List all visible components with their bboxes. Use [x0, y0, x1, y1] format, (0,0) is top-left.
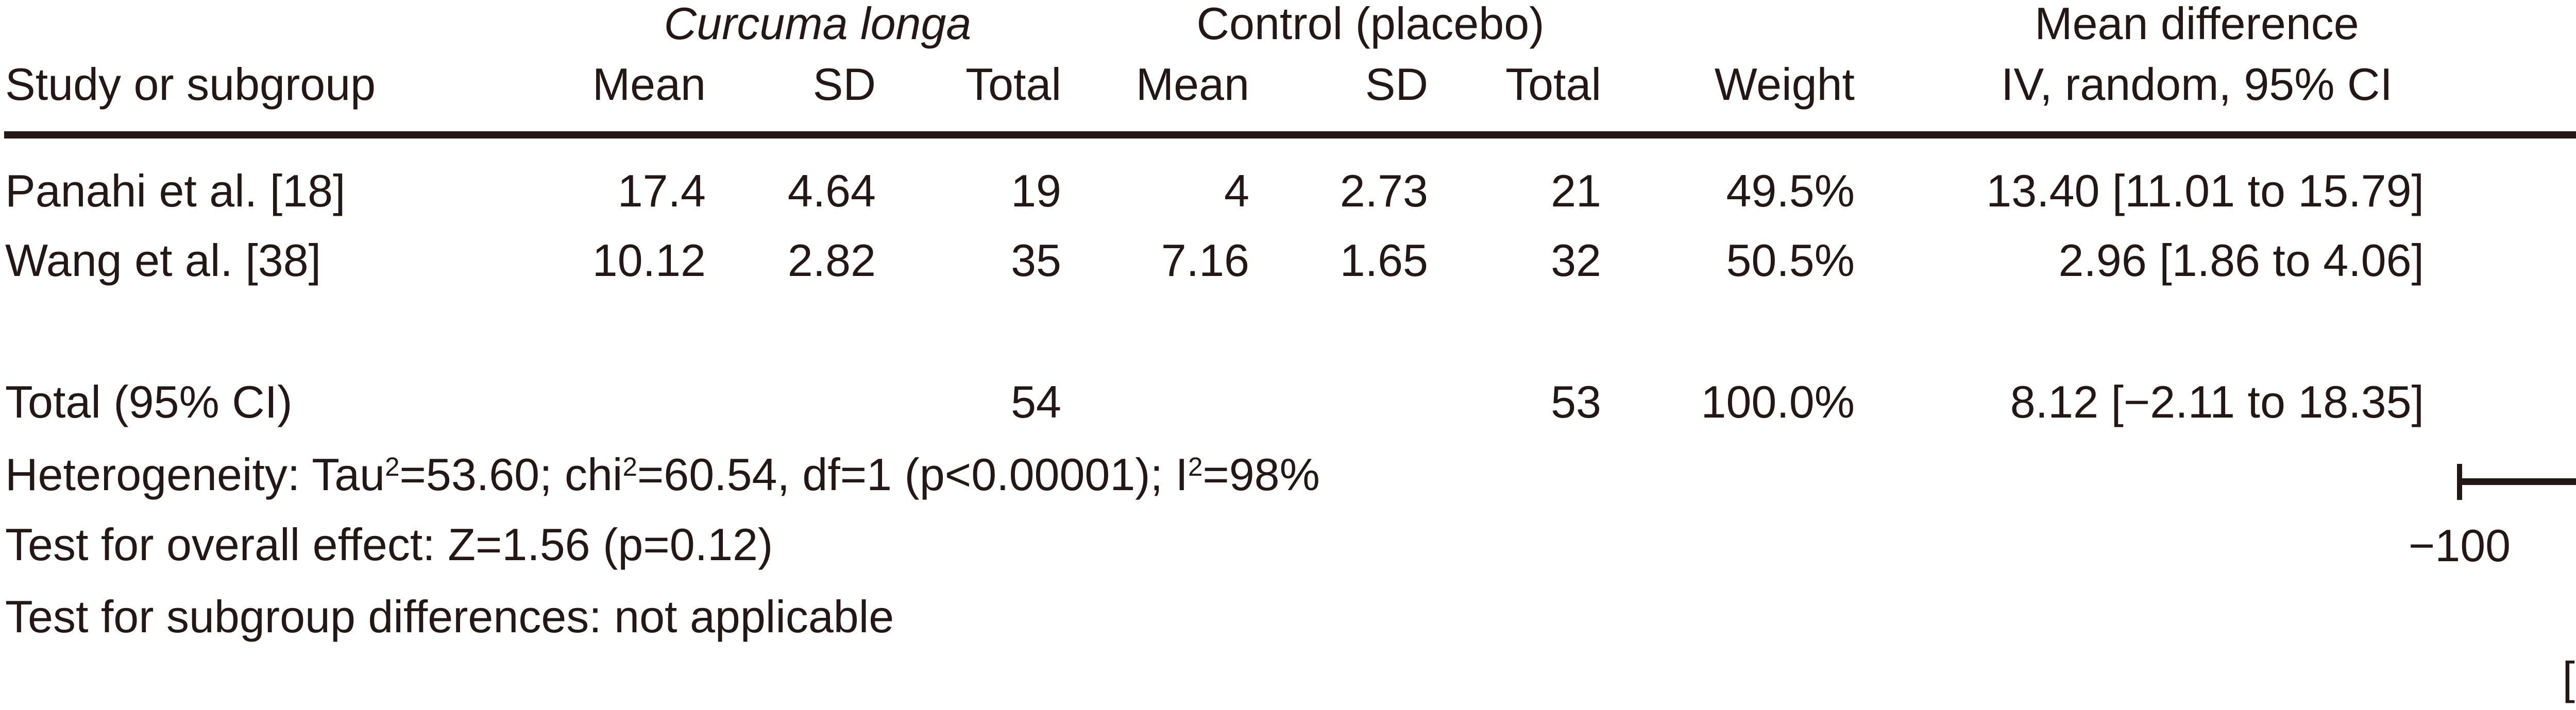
md-plot-header: Mean difference	[2541, 1, 2576, 46]
col-header-sd-control: SD	[1365, 59, 1428, 110]
cell-weight: 50.5%	[1726, 235, 1855, 286]
study-label: Panahi et al. [18]	[5, 165, 346, 216]
col-header-md-ci: IV, random, 95% CI	[2001, 59, 2393, 110]
cell-md-ci: 2.96 [1.86 to 4.06]	[2058, 235, 2424, 286]
plot-header-md-ci: IV, random, 95% CI	[2541, 62, 2576, 107]
cell-md-ci: 13.40 [11.01 to 15.79]	[1986, 165, 2424, 216]
cell-sd-control: 2.73	[1340, 165, 1428, 216]
cell-mean-treatment: 10.12	[592, 235, 706, 286]
col-header-total-treatment: Total	[965, 59, 1061, 110]
cell-mean-control: 4	[1224, 165, 1249, 216]
total-md-ci: 8.12 [−2.11 to 18.35]	[2010, 376, 2424, 427]
heterogeneity-stats: Heterogeneity: Tau2=53.60; chi2=60.54, d…	[5, 449, 1320, 500]
cell-total-treatment: 35	[1011, 235, 1061, 286]
subgroup-test-stats: Test for subgroup differences: not appli…	[5, 591, 894, 642]
axis-tick	[2457, 464, 2462, 500]
favours-left-line1: Favours	[2268, 597, 2576, 643]
total-weight: 100.0%	[1701, 376, 1855, 427]
col-header-mean-treatment: Mean	[592, 59, 706, 110]
col-header-total-control: Total	[1505, 59, 1601, 110]
total-n-treatment: 54	[1011, 376, 1061, 427]
col-header-sd-treatment: SD	[812, 59, 876, 110]
cell-total-control: 32	[1551, 235, 1601, 286]
treatment-group-header: Curcuma longa	[664, 0, 972, 49]
overall-effect-stats: Test for overall effect: Z=1.56 (p=0.12)	[5, 519, 773, 570]
col-header-weight: Weight	[1714, 59, 1855, 110]
cell-mean-treatment: 17.4	[617, 165, 706, 216]
control-group-header: Control (placebo)	[1196, 0, 1545, 49]
cell-sd-treatment: 4.64	[787, 165, 876, 216]
study-column-header: Study or subgroup	[5, 59, 376, 110]
md-column-header: Mean difference	[2035, 0, 2359, 49]
cell-sd-treatment: 2.82	[787, 235, 876, 286]
total-n-control: 53	[1551, 376, 1601, 427]
axis-tick-label: −100	[2408, 520, 2511, 571]
cell-total-control: 21	[1551, 165, 1601, 216]
cell-total-treatment: 19	[1011, 165, 1061, 216]
cell-mean-control: 7.16	[1161, 235, 1249, 286]
cell-weight: 49.5%	[1726, 165, 1855, 216]
total-row-label: Total (95% CI)	[5, 376, 293, 427]
cell-sd-control: 1.65	[1340, 235, 1428, 286]
study-label: Wang et al. [38]	[5, 235, 321, 286]
favours-left-line2: [placebo]	[2562, 652, 2576, 703]
header-rule	[4, 131, 2576, 138]
axis-tick-label: −50	[2544, 523, 2576, 568]
col-header-mean-control: Mean	[1136, 59, 1249, 110]
x-axis-line	[2457, 478, 2576, 485]
